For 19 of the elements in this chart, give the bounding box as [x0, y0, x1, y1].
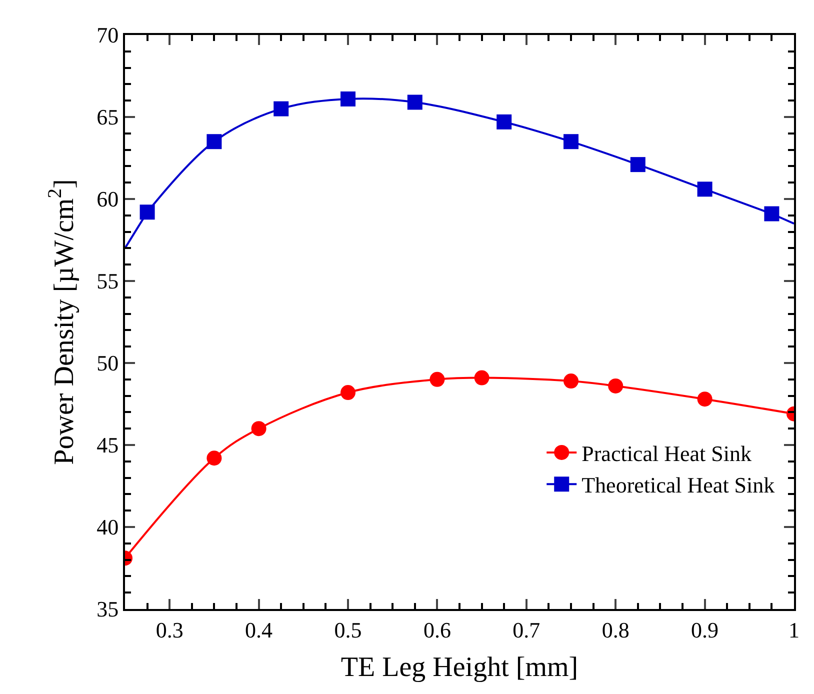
x-tick-label: 0.9 [691, 617, 719, 642]
x-tick-label: 0.5 [334, 617, 362, 642]
x-tick-label: 0.7 [512, 617, 540, 642]
y-tick-label: 40 [96, 514, 119, 540]
y-tick-label: 60 [96, 186, 119, 212]
legend-label: Practical Heat Sink [582, 441, 752, 466]
y-tick-label: 55 [96, 268, 119, 294]
x-tick-label: 0.6 [423, 617, 451, 642]
y-tick-label: 70 [96, 22, 119, 48]
y-tick-label: 65 [96, 104, 119, 130]
y-tick-label: 45 [96, 432, 119, 458]
y-tick-label: 35 [96, 596, 119, 622]
y-tick-label: 50 [96, 350, 119, 376]
x-tick-label: 0.8 [602, 617, 630, 642]
x-axis-title: TE Leg Height [mm] [340, 652, 578, 683]
x-tick-label: 0.4 [245, 617, 273, 642]
x-tick-label: 0.3 [156, 617, 184, 642]
x-tick-label: 1 [788, 617, 800, 642]
legend-label: Theoretical Heat Sink [582, 472, 775, 498]
